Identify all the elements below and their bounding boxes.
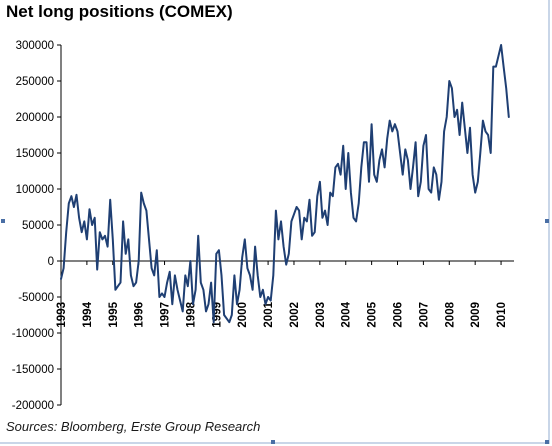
y-tick-label: -200000 [12, 400, 54, 412]
y-tick-label: 100000 [16, 184, 54, 196]
resize-handle-corner[interactable] [545, 440, 549, 444]
y-tick-label: 300000 [16, 40, 54, 52]
chart-title: Net long positions (COMEX) [6, 2, 233, 21]
y-tick-label: 150000 [16, 148, 54, 160]
x-tick-label: 2002 [289, 302, 301, 328]
x-tick-label: 1994 [82, 301, 94, 327]
y-tick-label: -100000 [12, 328, 54, 340]
y-tick-label: 50000 [22, 220, 54, 232]
x-tick-label: 1997 [160, 302, 172, 328]
resize-handle-left[interactable] [1, 219, 5, 223]
y-tick-label: 200000 [16, 112, 54, 124]
y-tick-label: -50000 [18, 292, 54, 304]
x-tick-label: 1996 [134, 302, 146, 328]
x-tick-label: 1998 [185, 301, 197, 327]
x-tick-label: 2007 [418, 302, 430, 328]
x-tick-label: 2005 [367, 301, 379, 327]
x-tick-label: 2009 [470, 302, 482, 328]
resize-handle-right[interactable] [545, 219, 549, 223]
x-tick-label: 2010 [496, 302, 508, 328]
x-tick-label: 1995 [108, 301, 120, 327]
x-tick-label: 2003 [315, 302, 327, 328]
x-tick-label: 1993 [56, 302, 68, 328]
resize-handle-bottom[interactable] [271, 440, 275, 444]
y-tick-label: -150000 [12, 364, 54, 376]
x-tick-label: 2006 [393, 302, 405, 328]
chart-source: Sources: Bloomberg, Erste Group Research [6, 419, 261, 434]
x-tick-label: 2001 [263, 301, 275, 327]
x-tick-label: 2000 [237, 302, 249, 328]
y-tick-label: 0 [48, 256, 54, 268]
x-tick-label: 2004 [341, 301, 353, 327]
y-tick-label: 250000 [16, 76, 54, 88]
series-line [60, 44, 510, 324]
x-tick-label: 2008 [444, 301, 456, 327]
